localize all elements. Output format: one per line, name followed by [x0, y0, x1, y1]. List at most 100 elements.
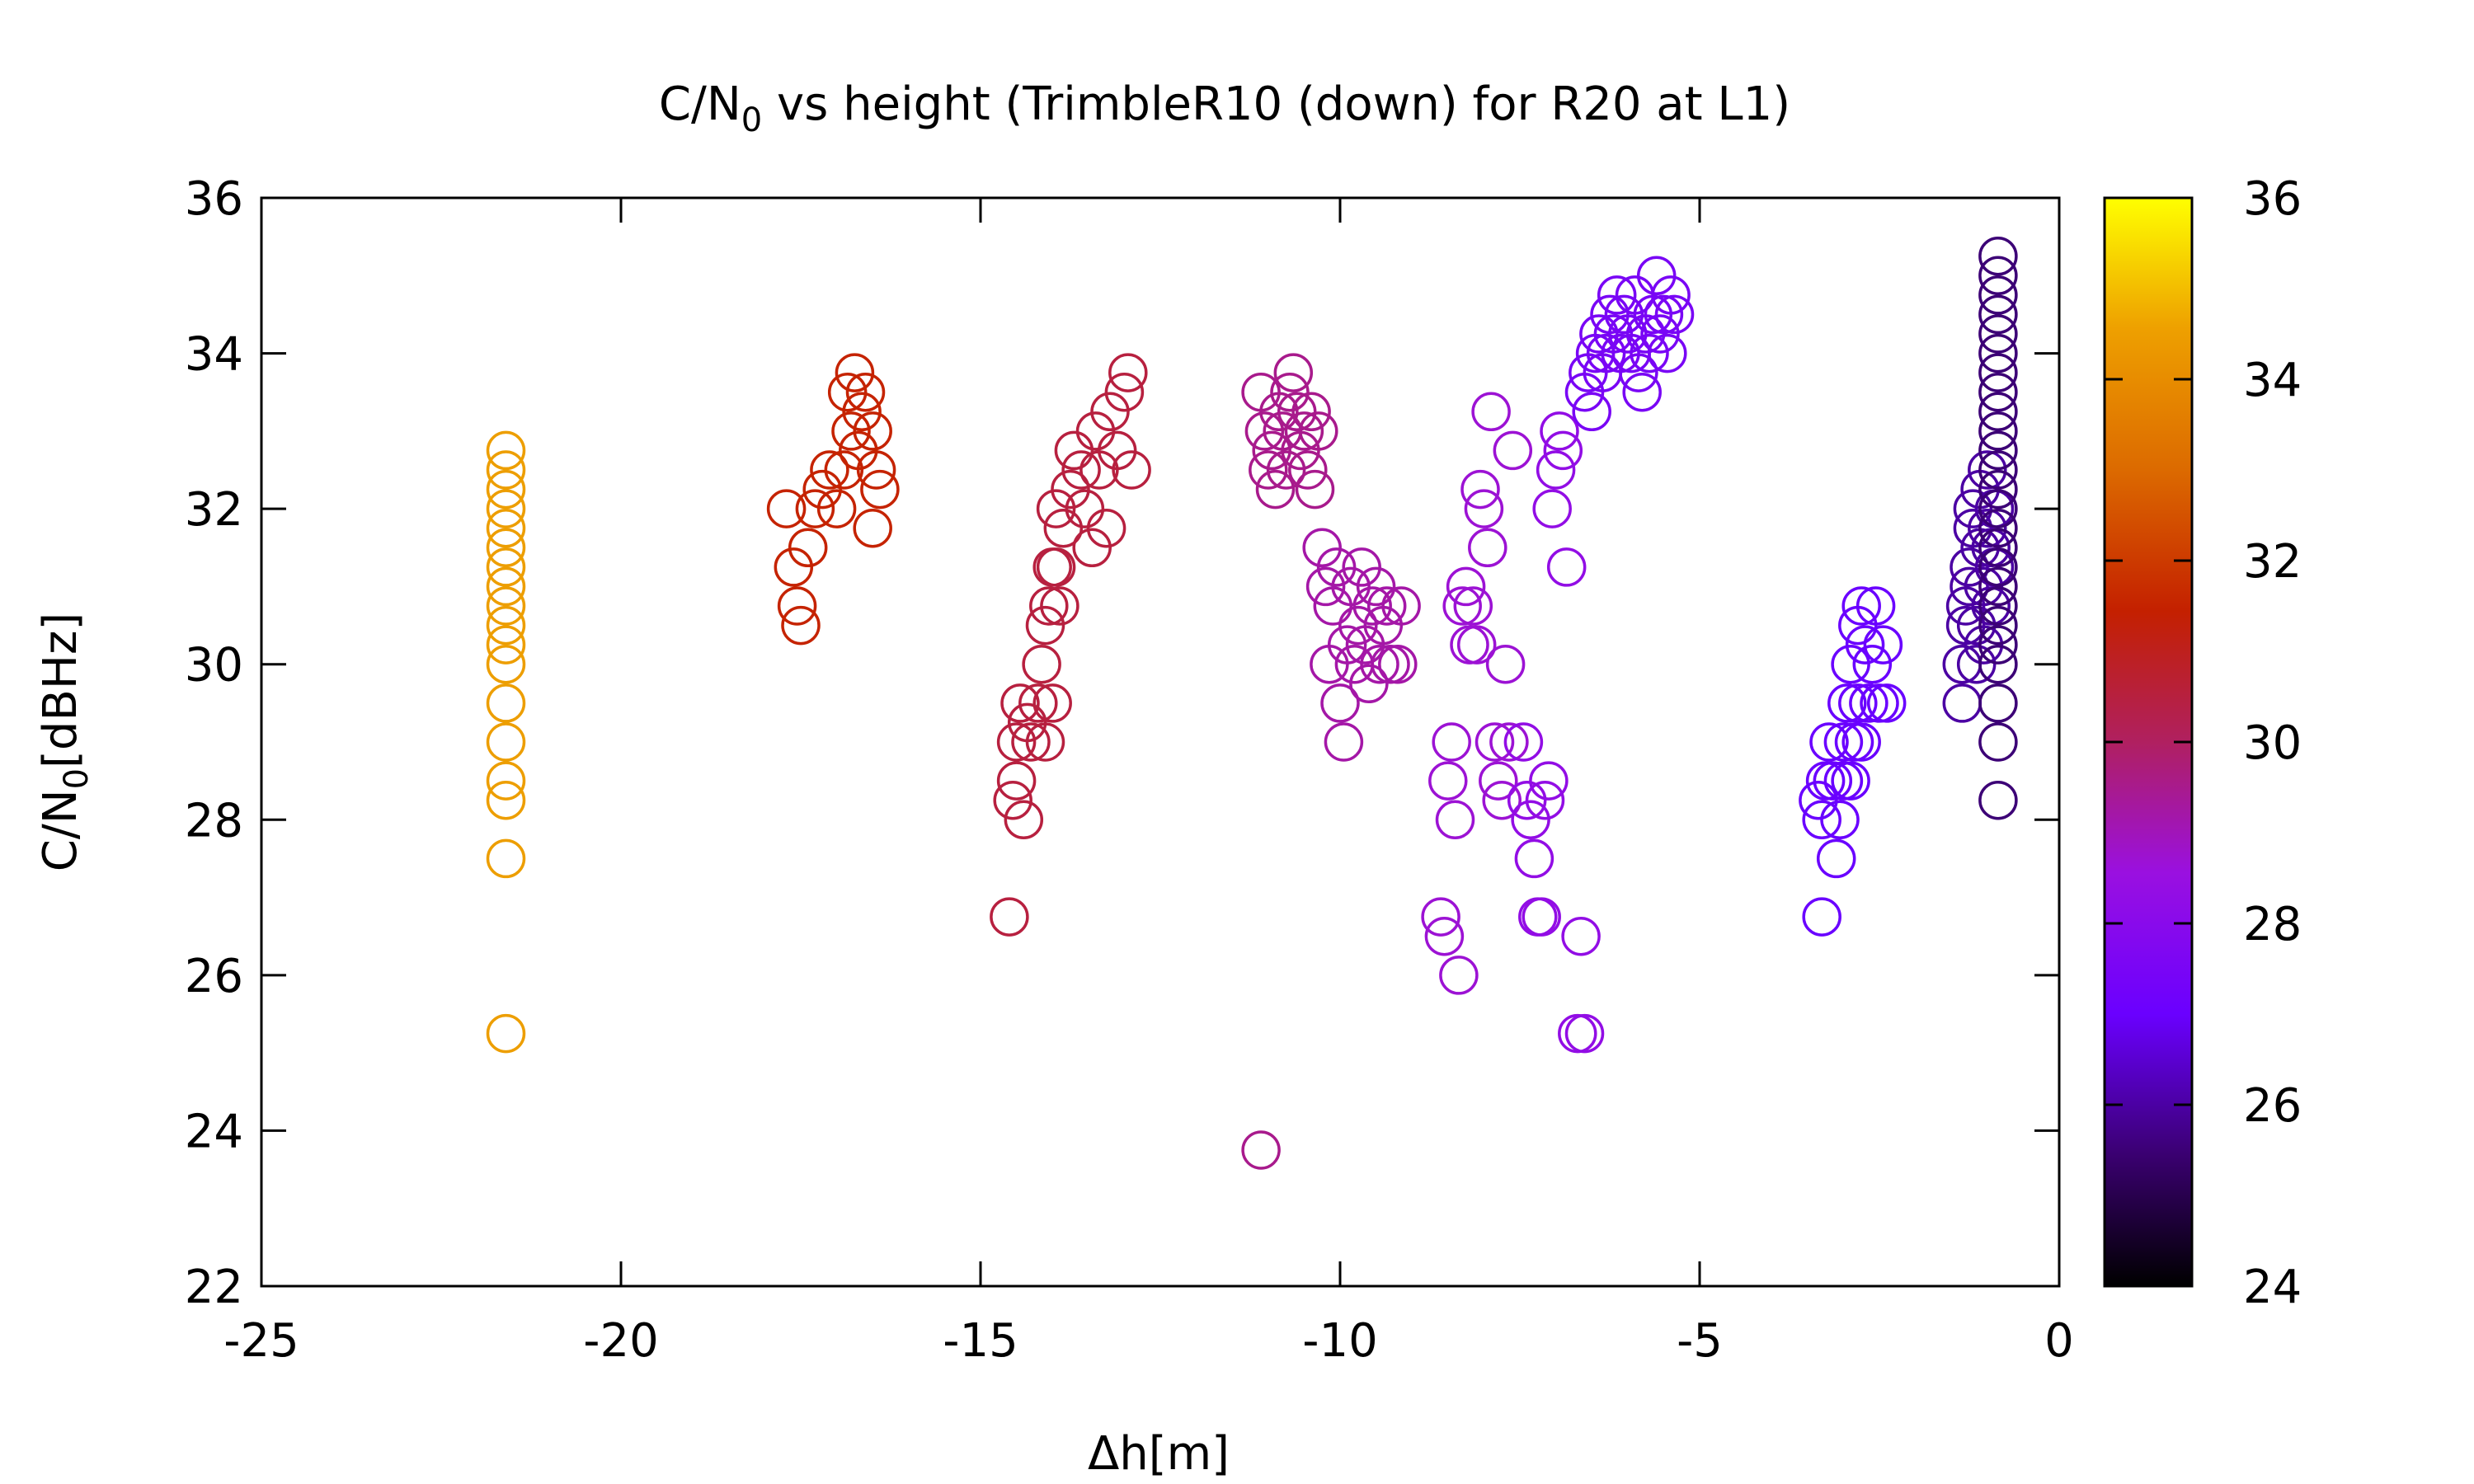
scatter-point	[1644, 294, 1684, 335]
scatter-point	[1978, 722, 2018, 762]
colorbar-tick-label: 36	[2243, 172, 2302, 226]
scatter-point	[1464, 489, 1504, 528]
scatter-point	[1460, 469, 1500, 510]
scatter-point	[777, 586, 817, 626]
scatter-point	[1025, 605, 1065, 646]
scatter-point	[1532, 489, 1572, 528]
scatter-point	[1640, 314, 1680, 354]
y-tick-label: 30	[185, 639, 243, 693]
scatter-point	[1381, 586, 1421, 626]
colorbar-tick-label: 32	[2243, 535, 2302, 589]
scatter-point	[1978, 256, 2018, 296]
scatter-point	[486, 566, 526, 607]
scatter-point	[1540, 411, 1579, 451]
scatter-point	[1241, 1130, 1281, 1170]
colorbar-tick-label: 34	[2243, 354, 2302, 407]
scatter-point	[845, 372, 886, 412]
y-tick-label: 26	[185, 950, 243, 1003]
scatter-point	[486, 450, 526, 490]
scatter-point	[486, 508, 526, 548]
scatter-point	[810, 450, 849, 490]
scatter-point	[1950, 566, 1989, 607]
scatter-point	[1432, 722, 1471, 762]
scatter-point	[486, 838, 526, 879]
scatter-point	[1320, 683, 1360, 723]
scatter-point	[1978, 353, 2018, 392]
scatter-point	[1654, 294, 1695, 335]
scatter-point	[1032, 547, 1072, 587]
scatter-point	[1475, 722, 1515, 762]
scatter-point	[1604, 294, 1644, 335]
scatter-point	[1075, 411, 1116, 451]
scatter-point	[1316, 547, 1357, 587]
scatter-point	[788, 528, 828, 568]
scatter-point	[1834, 722, 1874, 762]
scatter-point	[1622, 372, 1662, 412]
scatter-point	[1446, 566, 1486, 607]
scatter-point	[824, 450, 864, 490]
scatter-point	[1022, 644, 1061, 684]
scatter-point	[1964, 625, 2004, 665]
scatter-point	[1331, 566, 1371, 607]
scatter-point	[1342, 547, 1381, 587]
scatter-point	[1305, 566, 1346, 607]
scatter-point	[1061, 450, 1101, 490]
scatter-point	[1820, 800, 1860, 840]
scatter-point	[1252, 430, 1291, 471]
scatter-point	[816, 489, 857, 528]
scatter-point	[1439, 956, 1479, 995]
scatter-point	[1352, 586, 1392, 626]
scatter-point	[1543, 430, 1583, 471]
scatter-point	[1636, 256, 1677, 296]
scatter-point	[1802, 800, 1841, 840]
scatter-point	[1630, 333, 1669, 373]
scatter-point	[1978, 566, 2018, 607]
scatter-point	[1813, 761, 1853, 801]
scatter-point	[1845, 625, 1885, 665]
scatter-point	[1489, 722, 1529, 762]
scatter-point	[774, 547, 814, 587]
scatter-point	[1485, 644, 1526, 684]
scatter-point	[1522, 897, 1561, 937]
scatter-point	[1823, 722, 1864, 762]
y-axis-title: C/N0[dBHz]	[34, 613, 96, 871]
scatter-point	[1371, 644, 1410, 684]
x-axis-title: Δh[m]	[1088, 1427, 1230, 1481]
scatter-point	[827, 372, 868, 412]
scatter-point	[1561, 916, 1601, 956]
scatter-point	[486, 605, 526, 646]
scatter-point	[1482, 780, 1522, 820]
scatter-point	[1978, 236, 2018, 276]
scatter-point	[1525, 780, 1565, 820]
scatter-point	[1424, 916, 1465, 956]
scatter-point	[486, 430, 526, 471]
y-tick-label: 24	[185, 1105, 243, 1158]
scatter-point	[1288, 450, 1328, 490]
scatter-point	[766, 489, 807, 528]
scatter-point	[1299, 411, 1338, 451]
scatter-point	[1978, 333, 2018, 373]
scatter-point	[1004, 800, 1044, 840]
scatter-point	[1579, 314, 1619, 354]
scatter-point	[486, 547, 526, 587]
x-axis-ticks: -25 -20 -15 -10 -5 0	[223, 198, 2074, 1368]
scatter-point	[1564, 1013, 1605, 1054]
scatter-point	[1036, 489, 1076, 528]
scatter-point	[486, 586, 526, 626]
colorbar-tick-label: 28	[2243, 898, 2302, 951]
scatter-point	[1507, 780, 1547, 820]
scatter-point	[486, 489, 526, 528]
scatter-point	[1827, 683, 1867, 723]
scatter-point	[1266, 450, 1306, 490]
scatter-point	[1978, 392, 2018, 432]
scatter-point	[1036, 547, 1076, 587]
scatter-point	[1956, 644, 1997, 684]
scatter-point	[1863, 625, 1903, 665]
scatter-point	[1978, 450, 2018, 490]
scatter-point	[1468, 528, 1507, 568]
scatter-point	[993, 780, 1032, 820]
scatter-point	[1072, 528, 1112, 568]
scatter-point	[1514, 838, 1554, 879]
scatter-point	[486, 1013, 526, 1054]
scatter-point	[1866, 683, 1907, 723]
